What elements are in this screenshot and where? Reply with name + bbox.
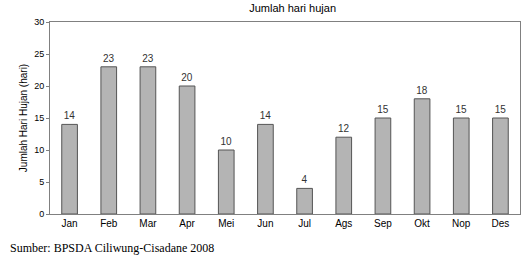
svg-text:15: 15 [495,104,507,115]
svg-text:10: 10 [220,136,232,147]
svg-text:Feb: Feb [100,218,118,229]
svg-text:Mei: Mei [218,218,234,229]
svg-text:Ags: Ags [335,218,352,229]
svg-text:Sumber: BPSDA Ciliwung-Cisadan: Sumber: BPSDA Ciliwung-Cisadane 2008 [10,241,214,255]
svg-text:23: 23 [103,53,115,64]
svg-text:30: 30 [34,17,44,27]
svg-text:Sep: Sep [374,218,392,229]
svg-text:5: 5 [39,177,44,187]
svg-text:Apr: Apr [179,218,195,229]
svg-text:15: 15 [377,104,389,115]
svg-text:Jun: Jun [257,218,273,229]
svg-text:Jumlah Hari Hujan (hari): Jumlah Hari Hujan (hari) [18,64,29,172]
svg-text:Jan: Jan [62,218,78,229]
svg-text:14: 14 [64,110,76,121]
svg-text:20: 20 [34,81,44,91]
svg-text:Mar: Mar [139,218,157,229]
svg-text:14: 14 [260,110,272,121]
svg-text:Nop: Nop [452,218,471,229]
svg-text:20: 20 [181,72,193,83]
svg-text:Okt: Okt [414,218,430,229]
svg-text:18: 18 [416,85,428,96]
svg-text:0: 0 [39,209,44,219]
svg-text:4: 4 [302,174,308,185]
svg-text:15: 15 [455,104,467,115]
svg-text:Des: Des [492,218,510,229]
svg-text:10: 10 [34,145,44,155]
svg-text:15: 15 [34,113,44,123]
svg-text:Jumlah hari hujan: Jumlah hari hujan [249,2,336,14]
svg-text:23: 23 [142,53,154,64]
svg-text:12: 12 [338,123,350,134]
svg-text:25: 25 [34,49,44,59]
svg-text:Jul: Jul [298,218,311,229]
